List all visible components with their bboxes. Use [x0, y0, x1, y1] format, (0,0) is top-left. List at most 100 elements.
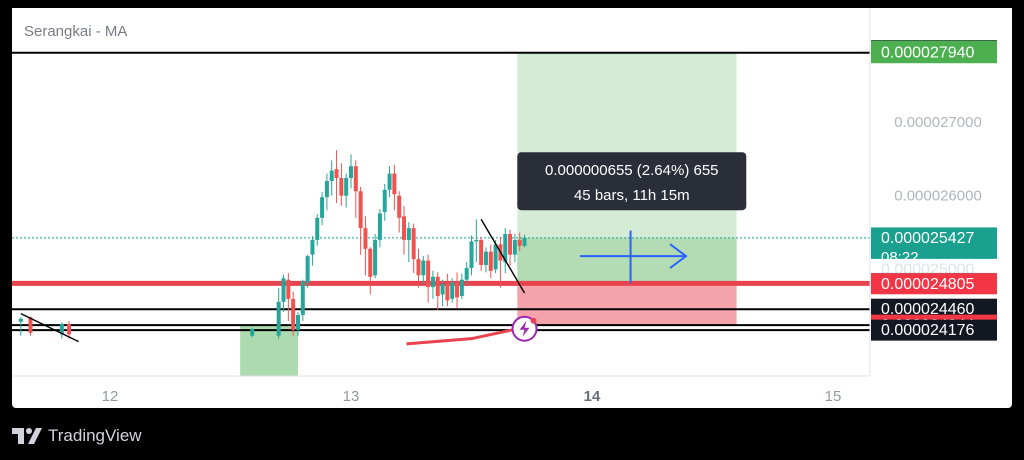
x-tick-1: 13 — [343, 388, 360, 405]
candle-21 — [353, 160, 358, 218]
candle-23 — [363, 216, 368, 276]
candle-body — [363, 228, 368, 249]
candle-body — [435, 276, 440, 296]
candle-5 — [276, 287, 281, 339]
candle-19 — [344, 173, 349, 208]
candle-27 — [382, 183, 387, 221]
x-tick-2: 14 — [584, 388, 601, 405]
candle-body — [315, 217, 320, 240]
candle-30 — [397, 191, 402, 233]
candle-body — [416, 259, 421, 276]
label-target-b[interactable]: 0.000027940 — [871, 42, 997, 64]
trendline-right — [480, 218, 526, 294]
price-label-text: 0.000024805 — [881, 276, 975, 293]
y-tick-1: 0.000026000 — [894, 188, 982, 205]
candle-body — [464, 267, 469, 280]
candle-body — [455, 282, 460, 298]
candle-0 — [18, 317, 23, 336]
candle-body — [373, 239, 378, 276]
price-label-bg — [871, 298, 997, 320]
candle-52 — [503, 228, 508, 274]
candle-36 — [426, 254, 431, 303]
candle-33 — [411, 223, 416, 274]
plot-area: 0.000000655 (2.64%) 655 45 bars, 11h 15m — [12, 51, 870, 376]
candle-26 — [377, 208, 382, 248]
candle-body — [368, 248, 373, 277]
candle-body — [503, 234, 508, 263]
candle-17 — [334, 150, 339, 204]
price-label-text: 0.000027940 — [881, 45, 975, 62]
label-level-b[interactable]: 0.000024176 — [871, 319, 997, 341]
candle-body — [421, 260, 426, 276]
candle-body — [517, 239, 522, 246]
candle-body — [334, 169, 339, 179]
candle-body — [402, 216, 407, 240]
candle-body — [459, 279, 464, 296]
candle-25 — [373, 234, 378, 279]
chart-card: 0.000000655 (2.64%) 655 45 bars, 11h 15m 0… — [12, 8, 1012, 408]
top-bar — [0, 0, 1024, 8]
candle-56 — [522, 234, 527, 248]
candle-body — [392, 173, 397, 195]
candle-body — [28, 317, 33, 333]
candle-body — [382, 189, 387, 212]
candle-32 — [406, 222, 411, 263]
tradingview-logo-icon — [12, 428, 42, 444]
price-label-text: 0.000025427 — [881, 230, 975, 247]
candle-body — [493, 244, 498, 270]
candle-51 — [498, 236, 503, 288]
candle-54 — [512, 234, 517, 263]
candle-39 — [440, 279, 445, 307]
candle-body — [305, 256, 310, 283]
candle-15 — [324, 173, 329, 211]
ma-line — [406, 326, 521, 346]
x-tick-3: 15 — [825, 388, 842, 405]
candle-40 — [445, 273, 450, 307]
candle-42 — [455, 272, 460, 308]
indicator-label[interactable]: Serangkai - MA — [24, 23, 128, 40]
candle-body — [353, 166, 358, 192]
candle-body — [445, 284, 450, 301]
candle-20 — [349, 154, 353, 189]
y-tick-0: 0.000027000 — [894, 114, 982, 131]
candle-8 — [291, 291, 296, 336]
candle-53 — [508, 229, 513, 266]
profit-zone-filled — [517, 237, 737, 284]
label-support[interactable]: 0.000024805 — [871, 273, 997, 295]
price-label-bg — [871, 42, 997, 64]
candle-31 — [402, 206, 407, 255]
candle-body — [479, 239, 484, 265]
candle-body — [344, 178, 349, 196]
candle-1 — [28, 316, 33, 336]
candle-43 — [459, 273, 464, 299]
candle-body — [324, 180, 329, 198]
candle-11 — [305, 254, 310, 288]
loss-zone — [517, 283, 737, 326]
candle-22 — [358, 186, 363, 255]
candle-body — [59, 323, 64, 335]
candle-body — [406, 228, 411, 240]
label-level-a[interactable]: 0.000024460 — [871, 298, 997, 320]
candle-body — [483, 251, 488, 265]
candle-body — [250, 329, 255, 336]
candle-body — [329, 170, 334, 181]
candle-45 — [469, 235, 474, 276]
candle-body — [291, 298, 296, 330]
candle-13 — [315, 214, 320, 246]
candle-body — [286, 279, 291, 299]
candle-body — [430, 276, 435, 288]
replay-dot — [530, 317, 537, 324]
candle-body — [300, 281, 305, 316]
candle-body — [358, 191, 363, 229]
candle-body — [295, 315, 300, 330]
candle-12 — [310, 236, 315, 266]
candle-7 — [286, 273, 291, 321]
candle-body — [320, 197, 325, 218]
measure-tooltip — [517, 152, 747, 211]
candle-28 — [387, 166, 392, 198]
candle-37 — [430, 270, 435, 299]
candle-6 — [281, 274, 286, 313]
candle-body — [67, 323, 72, 335]
candle-body — [508, 234, 513, 255]
